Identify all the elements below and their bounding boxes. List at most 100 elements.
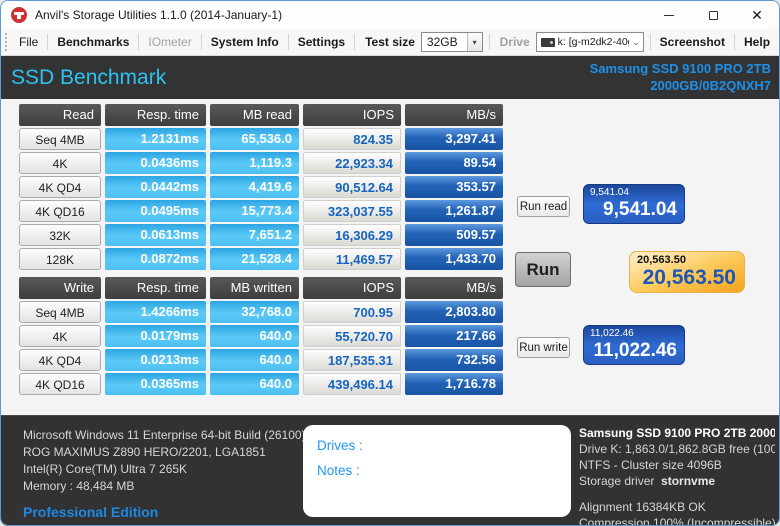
- device-line2: 2000GB/0B2QNXH7: [650, 77, 771, 93]
- run-read-button[interactable]: Run read: [517, 196, 570, 217]
- run-button[interactable]: Run: [515, 252, 571, 287]
- test-size-select[interactable]: 32GB ▾: [420, 32, 483, 52]
- read-resp-cell: 0.0872ms: [105, 248, 206, 270]
- write-row-label[interactable]: 4K QD4: [19, 349, 101, 371]
- write-row-label[interactable]: 4K QD16: [19, 373, 101, 395]
- main-area: Read Resp. time MB read IOPS MB/s Seq 4M…: [1, 99, 779, 415]
- menu-separator: [734, 34, 736, 50]
- alignment-line: Alignment 16384KB OK: [579, 500, 706, 514]
- read-row-label[interactable]: 4K: [19, 152, 101, 174]
- total-score-large: 20,563.50: [642, 266, 736, 289]
- storage-driver-value: stornvme: [661, 474, 716, 488]
- minimize-icon: [664, 14, 674, 16]
- read-resp-cell: 0.0495ms: [105, 200, 206, 222]
- maximize-button[interactable]: [691, 1, 735, 29]
- drive-select[interactable]: k: [g-m2dk2-40g_sam ⌄: [535, 32, 644, 52]
- read-score-large: 9,541.04: [603, 199, 677, 220]
- write-resp-cell: 1.4266ms: [105, 301, 206, 323]
- write-mb-cell: 640.0: [210, 373, 299, 395]
- read-iops-cell: 90,512.64: [303, 176, 401, 198]
- write-iops-cell: 439,496.14: [303, 373, 401, 395]
- write-header-iops: IOPS: [303, 277, 401, 299]
- cpu-line: Intel(R) Core(TM) Ultra 7 265K: [23, 462, 188, 476]
- write-mb-cell: 640.0: [210, 325, 299, 347]
- drive-title: Samsung SSD 9100 PRO 2TB 2000GB/0: [579, 426, 775, 440]
- read-mb-cell: 15,773.4: [210, 200, 299, 222]
- menu-help[interactable]: Help: [744, 35, 771, 49]
- read-header-resp: Resp. time: [105, 104, 206, 126]
- read-header-label: Read: [19, 104, 101, 126]
- read-resp-cell: 0.0436ms: [105, 152, 206, 174]
- write-iops-cell: 55,720.70: [303, 325, 401, 347]
- read-table: Read Resp. time MB read IOPS MB/s Seq 4M…: [19, 104, 503, 270]
- compression-line: Compression 100% (Incompressible): [579, 516, 775, 526]
- read-iops-cell: 11,469.57: [303, 248, 401, 270]
- chevron-down-icon[interactable]: ▾: [466, 33, 482, 51]
- read-row-label[interactable]: Seq 4MB: [19, 128, 101, 150]
- motherboard-line: ROG MAXIMUS Z890 HERO/2201, LGA1851: [23, 445, 266, 459]
- read-iops-cell: 824.35: [303, 128, 401, 150]
- read-header-mb: MB read: [210, 104, 299, 126]
- read-mb-cell: 65,536.0: [210, 128, 299, 150]
- device-name: Samsung SSD 9100 PRO 2TB 2000GB/0B2QNXH7: [590, 61, 771, 94]
- write-resp-cell: 0.0213ms: [105, 349, 206, 371]
- read-row-label[interactable]: 4K QD4: [19, 176, 101, 198]
- read-iops-cell: 16,306.29: [303, 224, 401, 246]
- menu-bar: File Benchmarks IOmeter System Info Sett…: [1, 29, 779, 56]
- read-mbs-cell: 89.54: [405, 152, 503, 174]
- test-size-label: Test size: [365, 35, 415, 49]
- read-mbs-cell: 3,297.41: [405, 128, 503, 150]
- drives-notes-box[interactable]: Drives : Notes :: [303, 425, 571, 517]
- write-mbs-cell: 732.56: [405, 349, 503, 371]
- write-mbs-cell: 217.66: [405, 325, 503, 347]
- read-row-label[interactable]: 128K: [19, 248, 101, 270]
- menu-separator: [200, 34, 202, 50]
- total-score-box: 20,563.50 20,563.50: [629, 251, 745, 293]
- write-row-label[interactable]: Seq 4MB: [19, 301, 101, 323]
- drive-icon: [540, 37, 555, 47]
- menu-separator: [488, 34, 490, 50]
- close-button[interactable]: ✕: [735, 1, 779, 29]
- read-row-label[interactable]: 32K: [19, 224, 101, 246]
- write-row-label[interactable]: 4K: [19, 325, 101, 347]
- menu-file[interactable]: File: [18, 35, 39, 49]
- minimize-button[interactable]: [647, 1, 691, 29]
- benchmark-header: SSD Benchmark Samsung SSD 9100 PRO 2TB 2…: [1, 56, 779, 99]
- read-mb-cell: 4,419.6: [210, 176, 299, 198]
- read-header-mbs: MB/s: [405, 104, 503, 126]
- read-mbs-cell: 1,261.87: [405, 200, 503, 222]
- write-score-large: 11,022.46: [593, 340, 677, 361]
- write-mbs-cell: 2,803.80: [405, 301, 503, 323]
- title-bar: Anvil's Storage Utilities 1.1.0 (2014-Ja…: [1, 1, 779, 29]
- test-size-value: 32GB: [426, 35, 458, 49]
- read-score-small: 9,541.04: [590, 187, 629, 198]
- read-resp-cell: 0.0442ms: [105, 176, 206, 198]
- drives-label: Drives :: [317, 438, 363, 453]
- read-resp-cell: 1.2131ms: [105, 128, 206, 150]
- drive-fs-line: NTFS - Cluster size 4096B: [579, 458, 722, 472]
- device-line1: Samsung SSD 9100 PRO 2TB: [589, 61, 771, 77]
- drive-info-block: Samsung SSD 9100 PRO 2TB 2000GB/0 Drive …: [579, 425, 775, 526]
- menu-separator: [649, 34, 651, 50]
- memory-line: Memory : 48,484 MB: [23, 479, 135, 493]
- menu-settings[interactable]: Settings: [297, 35, 346, 49]
- menu-separator: [354, 34, 356, 50]
- write-mbs-cell: 1,716.78: [405, 373, 503, 395]
- read-row-label[interactable]: 4K QD16: [19, 200, 101, 222]
- read-mb-cell: 7,651.2: [210, 224, 299, 246]
- menu-system-info[interactable]: System Info: [210, 35, 279, 49]
- run-write-button[interactable]: Run write: [517, 337, 570, 358]
- read-mb-cell: 21,528.4: [210, 248, 299, 270]
- os-line: Microsoft Windows 11 Enterprise 64-bit B…: [23, 428, 306, 442]
- read-mbs-cell: 509.57: [405, 224, 503, 246]
- read-score-box: 9,541.04 9,541.04: [583, 184, 685, 224]
- close-icon: ✕: [751, 7, 763, 23]
- write-iops-cell: 700.95: [303, 301, 401, 323]
- menu-screenshot[interactable]: Screenshot: [659, 35, 726, 49]
- write-header-mbs: MB/s: [405, 277, 503, 299]
- maximize-icon: [708, 10, 718, 20]
- write-header-mb: MB written: [210, 277, 299, 299]
- chevron-down-icon: ⌄: [632, 36, 640, 47]
- menu-separator: [287, 34, 289, 50]
- menu-benchmarks[interactable]: Benchmarks: [57, 35, 130, 49]
